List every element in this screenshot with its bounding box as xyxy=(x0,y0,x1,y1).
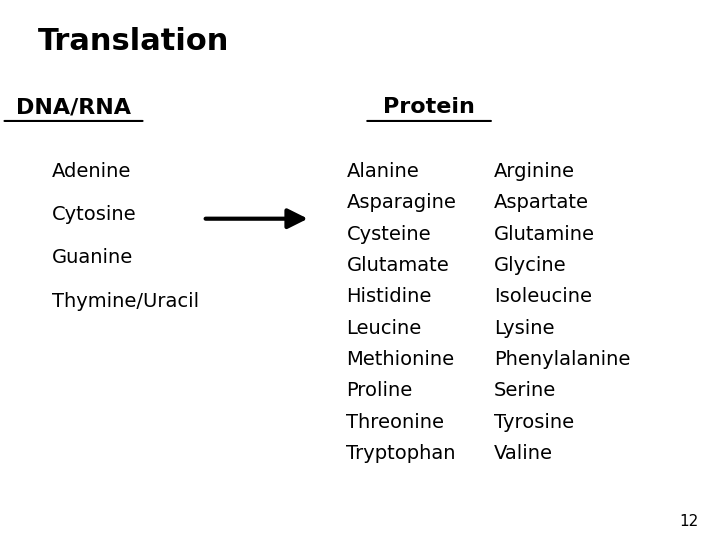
Text: Serine: Serine xyxy=(494,381,556,400)
Text: Alanine: Alanine xyxy=(346,162,419,181)
Text: Leucine: Leucine xyxy=(346,319,422,338)
Text: Glutamate: Glutamate xyxy=(346,256,449,275)
Text: Adenine: Adenine xyxy=(52,162,131,181)
Text: Valine: Valine xyxy=(494,444,553,463)
Text: Arginine: Arginine xyxy=(494,162,575,181)
Text: Histidine: Histidine xyxy=(346,287,432,306)
Text: Glutamine: Glutamine xyxy=(494,225,595,244)
Text: DNA/RNA: DNA/RNA xyxy=(16,97,131,117)
Text: Thymine/Uracil: Thymine/Uracil xyxy=(52,292,199,310)
Text: Glycine: Glycine xyxy=(494,256,567,275)
Text: Tryptophan: Tryptophan xyxy=(346,444,456,463)
Text: Guanine: Guanine xyxy=(52,248,133,267)
Text: Aspartate: Aspartate xyxy=(494,193,589,212)
Text: Cysteine: Cysteine xyxy=(346,225,431,244)
Text: Isoleucine: Isoleucine xyxy=(494,287,592,306)
Text: Methionine: Methionine xyxy=(346,350,454,369)
Text: Cytosine: Cytosine xyxy=(52,205,137,224)
Text: Proline: Proline xyxy=(346,381,413,400)
Text: Threonine: Threonine xyxy=(346,413,444,431)
Text: Asparagine: Asparagine xyxy=(346,193,456,212)
Text: 12: 12 xyxy=(679,514,698,529)
Text: Lysine: Lysine xyxy=(494,319,554,338)
Text: Translation: Translation xyxy=(37,27,229,56)
Text: Tyrosine: Tyrosine xyxy=(494,413,574,431)
Text: Phenylalanine: Phenylalanine xyxy=(494,350,630,369)
Text: Protein: Protein xyxy=(383,97,475,117)
